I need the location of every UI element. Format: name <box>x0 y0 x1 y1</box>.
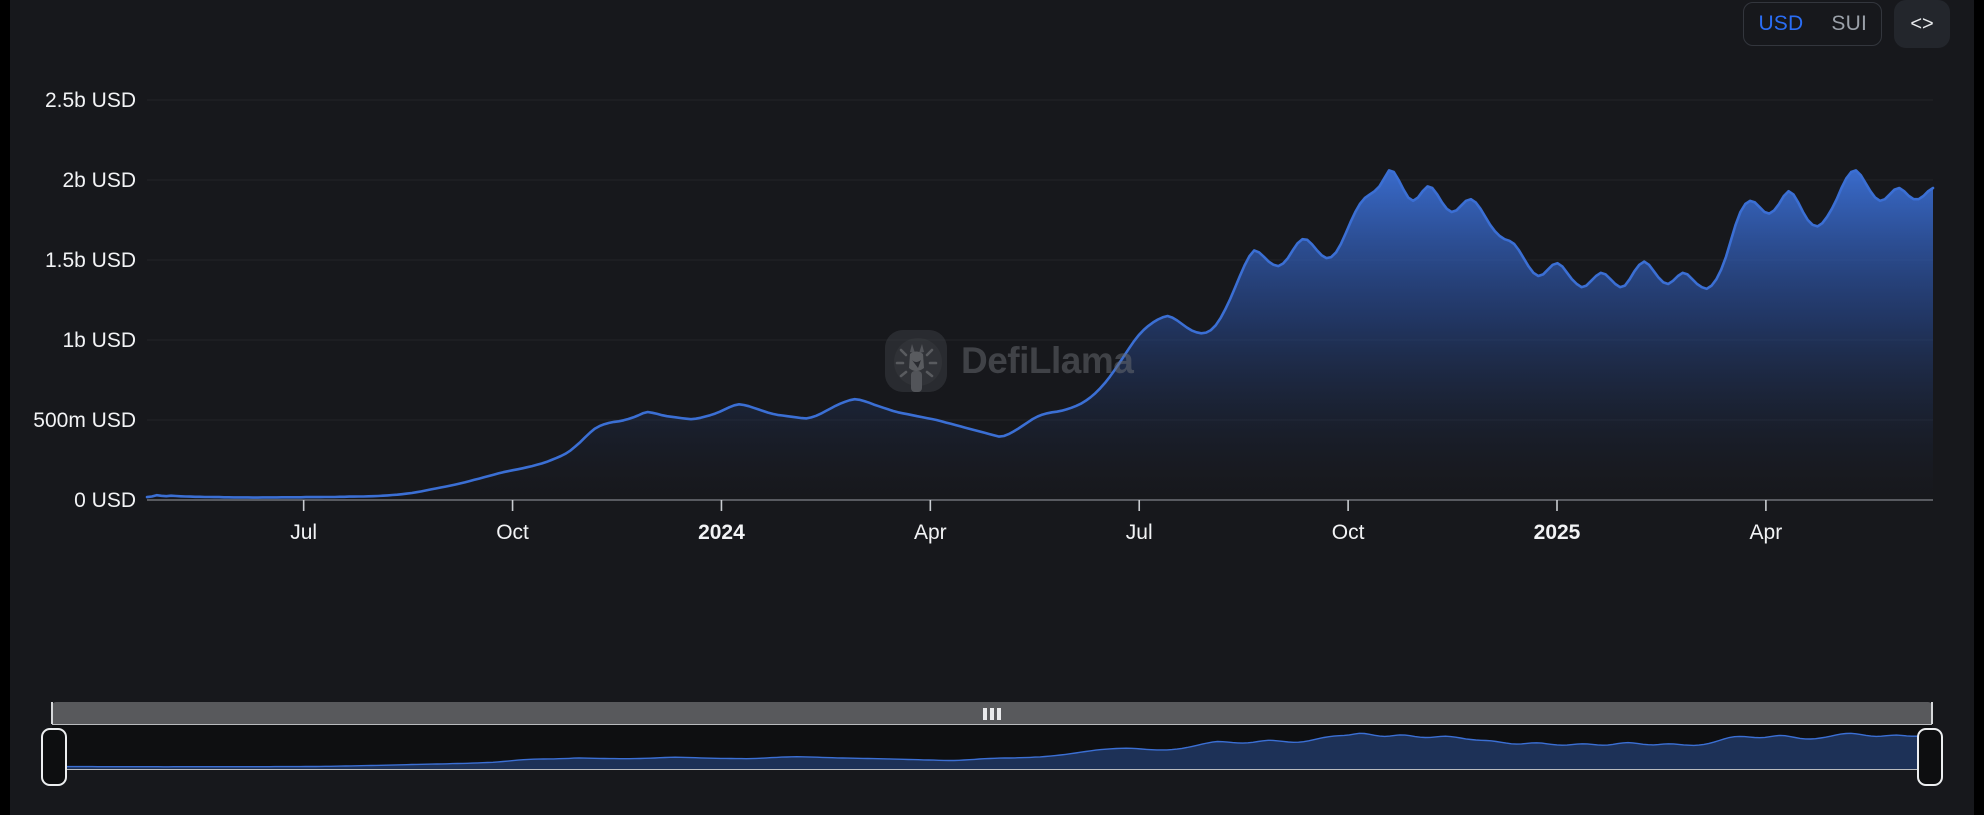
tvl-area-chart[interactable]: 0 USD 500m USD 1b USD 1.5b USD 2b USD 2.5b US… <box>10 60 1974 680</box>
unit-option-sui[interactable]: SUI <box>1817 3 1881 45</box>
watermark-label: DefiLlama <box>961 340 1134 381</box>
x-axis-tick-label: Jul <box>1126 521 1153 544</box>
defillama-watermark: DefiLlama <box>885 330 1134 392</box>
brush-drag-bar[interactable] <box>52 702 1932 724</box>
range-start-handle[interactable] <box>41 728 67 786</box>
x-axis-tick-label: 2025 <box>1534 521 1581 544</box>
x-axis-tick-label: 2024 <box>698 521 745 544</box>
y-axis-tick-label: 1b USD <box>62 329 136 352</box>
y-axis-tick-label: 0 USD <box>74 489 136 512</box>
chart-toolbar: USD SUI <> <box>1743 0 1950 48</box>
y-axis-tick-label: 500m USD <box>33 409 136 432</box>
defillama-llama-icon <box>885 330 947 392</box>
range-brush[interactable] <box>41 702 1943 786</box>
x-axis-labels: Jul Oct 2024 Apr Jul Oct 2025 Apr <box>290 521 1782 544</box>
y-axis-labels: 0 USD 500m USD 1b USD 1.5b USD 2b USD 2.5b US… <box>33 89 136 512</box>
drag-grip-icon[interactable] <box>983 708 1001 720</box>
y-axis-tick-label: 2b USD <box>62 169 136 192</box>
area-fill <box>147 170 1933 500</box>
unit-option-usd[interactable]: USD <box>1744 3 1817 45</box>
x-axis-tick-label: Oct <box>1332 521 1365 544</box>
range-end-stem <box>1931 702 1933 724</box>
mini-area-fill <box>52 733 1932 769</box>
x-axis-tick-label: Apr <box>1750 521 1783 544</box>
currency-unit-toggle[interactable]: USD SUI <box>1743 2 1882 46</box>
embed-code-button[interactable]: <> <box>1894 0 1950 48</box>
range-start-stem <box>51 702 53 724</box>
code-brackets-icon: <> <box>1910 12 1934 35</box>
series-line-tvl <box>145 169 1935 499</box>
x-axis-tick-label: Apr <box>914 521 947 544</box>
y-axis-tick-label: 1.5b USD <box>45 249 136 272</box>
chart-plot-area[interactable]: 0 USD 500m USD 1b USD 1.5b USD 2b USD 2.5b US… <box>10 60 1974 680</box>
mini-series-line <box>52 732 1932 768</box>
brush-preview[interactable] <box>52 724 1932 770</box>
range-end-handle[interactable] <box>1917 728 1943 786</box>
mini-overview-chart <box>52 732 1932 769</box>
y-axis-tick-label: 2.5b USD <box>45 89 136 112</box>
x-axis-tick-label: Oct <box>496 521 529 544</box>
x-axis-ticks <box>302 500 1767 511</box>
x-axis-tick-label: Jul <box>290 521 317 544</box>
chart-card: USD SUI <> 0 USD 500m USD 1b USD 1.5b USD 2b… <box>10 0 1974 815</box>
